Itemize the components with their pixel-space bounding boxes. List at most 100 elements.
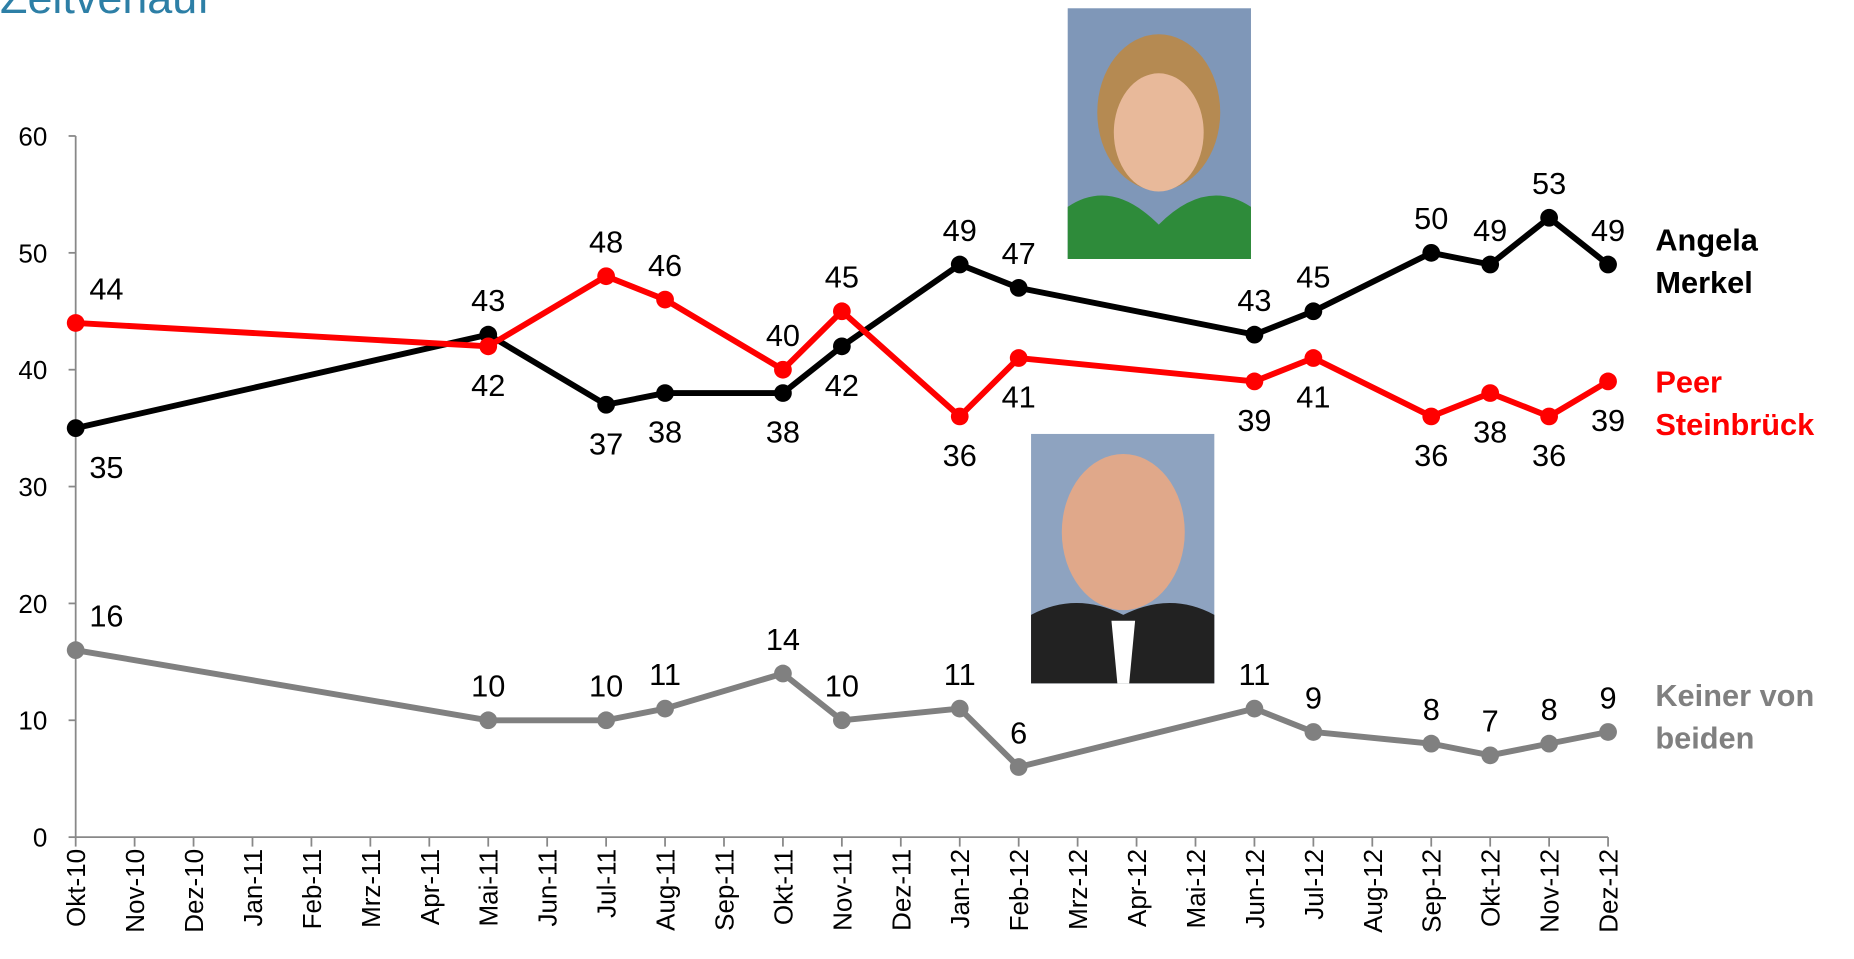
data-label: 37: [589, 426, 623, 461]
point: [656, 290, 674, 309]
point: [833, 302, 851, 321]
line-segment: [1251, 705, 1317, 735]
x-tick-label: Apr-12: [1122, 849, 1152, 927]
point: [656, 384, 674, 402]
x-tick-label: Jan-12: [945, 849, 975, 929]
line-segment: [1428, 740, 1494, 759]
data-label: 42: [471, 368, 505, 403]
data-label: 36: [1532, 438, 1566, 473]
photo-steinbrueck: [1031, 433, 1215, 684]
point: [1009, 349, 1028, 367]
data-label: 49: [1473, 213, 1507, 248]
data-label: 40: [766, 318, 800, 353]
y-tick-label: 50: [18, 238, 47, 268]
line-segment: [1487, 740, 1553, 759]
point: [774, 360, 792, 379]
data-label: 41: [1002, 380, 1036, 415]
data-label: 45: [1296, 260, 1330, 295]
point: [1304, 349, 1323, 367]
data-label: 9: [1600, 680, 1617, 715]
line-segment: [1015, 355, 1258, 385]
legend-entry: Angela Merkel: [1655, 222, 1758, 301]
data-label: 38: [1473, 415, 1507, 450]
data-label: 50: [1414, 201, 1448, 236]
y-tick-label: 40: [18, 355, 47, 385]
point: [1540, 208, 1558, 227]
point: [1245, 699, 1264, 718]
point: [66, 641, 85, 660]
data-label: 49: [1591, 213, 1625, 248]
line-segment: [1251, 355, 1317, 385]
photo-merkel: [1067, 8, 1251, 259]
line-segment: [779, 343, 845, 397]
series: 16 10 10 11 14 10 11 6 11 9 8 7 8 9: [66, 599, 1617, 776]
point: [950, 699, 969, 718]
x-tick-label: Mrz-12: [1063, 849, 1093, 930]
line-segment: [956, 705, 1022, 770]
point: [774, 664, 792, 683]
point: [833, 711, 851, 730]
data-label: 10: [825, 669, 859, 704]
point: [1599, 372, 1617, 391]
line-segment: [72, 647, 492, 724]
data-label: 16: [89, 599, 123, 634]
point: [479, 711, 498, 730]
line-segment: [1310, 355, 1435, 420]
data-label: 42: [825, 368, 859, 403]
data-label: 45: [825, 260, 859, 295]
data-label: 36: [1414, 438, 1448, 473]
point: [1540, 407, 1558, 426]
x-tick-label: Mrz-11: [356, 849, 386, 928]
line-segment: [956, 355, 1022, 420]
x-tick-label: Okt-12: [1476, 849, 1506, 927]
line-segment: [72, 331, 492, 432]
point: [950, 407, 969, 426]
y-tick-label: 60: [18, 121, 47, 151]
point: [479, 337, 498, 356]
point: [1245, 372, 1264, 391]
data-label: 6: [1010, 715, 1027, 750]
line-segment: [485, 273, 610, 350]
data-label: 11: [944, 657, 976, 692]
data-label: 38: [648, 415, 682, 450]
point: [1009, 279, 1028, 297]
data-label: 7: [1482, 704, 1499, 739]
x-tick-label: Nov-12: [1535, 849, 1565, 933]
line-segment: [1015, 705, 1258, 770]
x-tick-label: Apr-11: [415, 849, 445, 925]
point: [1481, 746, 1500, 765]
data-label: 43: [471, 283, 505, 318]
line-segment: [1428, 249, 1494, 268]
data-label: 39: [1237, 403, 1271, 438]
series: 44 42 48 46 40 45 36 41 39 41 36 38 36 39: [66, 225, 1625, 473]
point: [656, 699, 674, 718]
line-segment: [662, 296, 786, 373]
y-tick-label: 20: [18, 589, 47, 619]
point: [1599, 723, 1617, 741]
point: [950, 255, 969, 274]
point: [1245, 325, 1264, 344]
point: [597, 711, 615, 730]
x-tick-label: Dez-11: [886, 849, 916, 931]
x-tick-label: Mai-11: [474, 849, 504, 927]
line-segment: [956, 261, 1022, 291]
point: [833, 337, 851, 356]
y-tick-label: 0: [33, 823, 47, 853]
point: [1304, 723, 1323, 741]
data-label: 8: [1423, 692, 1440, 727]
line-segment: [1251, 308, 1317, 338]
x-tick-label: Mai-12: [1181, 849, 1211, 928]
line-segment: [1310, 249, 1435, 315]
point: [1422, 407, 1441, 426]
point: [1481, 255, 1500, 274]
data-label: 36: [943, 438, 977, 473]
y-tick-label: 30: [18, 472, 47, 502]
point: [1422, 243, 1441, 262]
x-tick-label: Sep-11: [709, 849, 739, 931]
line-segment: [1546, 729, 1612, 747]
line-segment: [72, 319, 492, 350]
x-tick-label: Jun-12: [1240, 849, 1270, 929]
x-tick-label: Jun-11: [533, 849, 563, 927]
chart-title: Zeitverlauf: [0, 0, 210, 25]
